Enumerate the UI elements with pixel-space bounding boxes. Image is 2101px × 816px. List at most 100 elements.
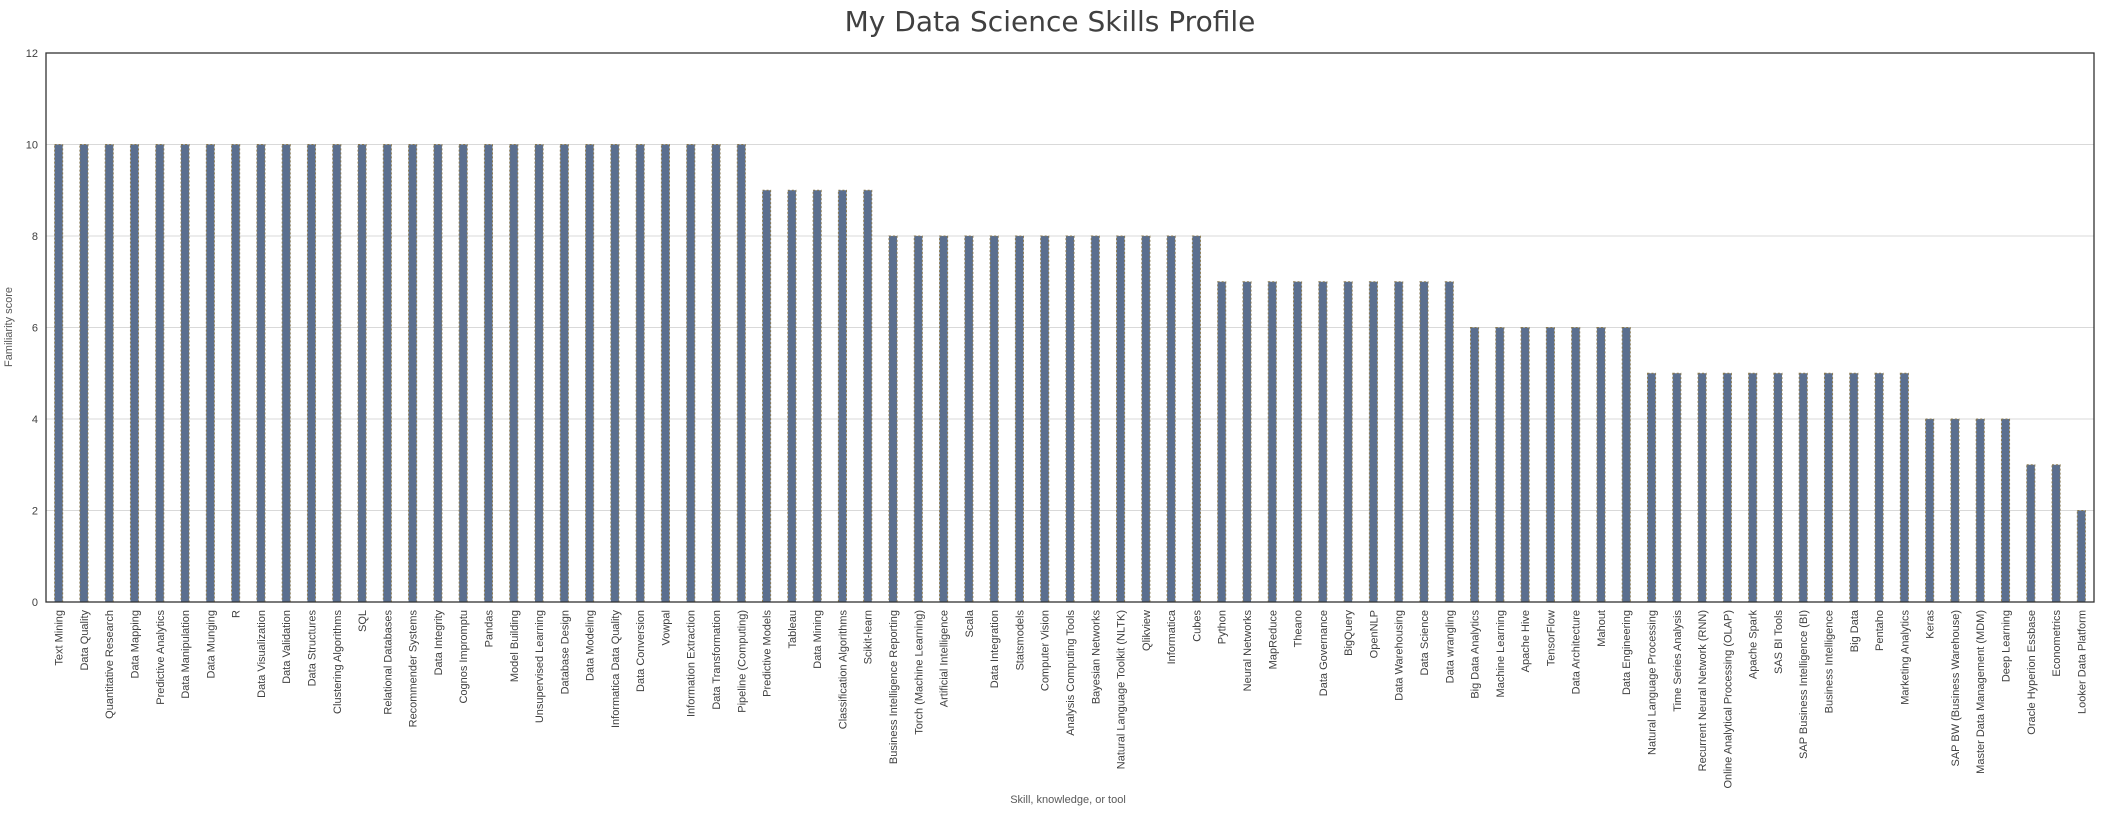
x-category-label: Analysis Computing Tools [1065,610,1077,736]
x-category-label: Data Munging [205,610,217,679]
x-category-label: Recommender Systems [408,610,420,728]
x-category-label: Data Integrity [433,610,445,676]
x-category-label: Data Manipulation [180,610,192,699]
bar [989,235,999,603]
x-category-label: OpenNLP [1368,610,1380,658]
bar [660,144,671,603]
bar [1596,327,1606,603]
x-category-label: Predictive Models [762,610,774,697]
x-axis-title: Skill, knowledge, or tool [1010,794,1126,806]
x-category-label: Scala [964,609,976,637]
x-category-label: BigQuery [1343,610,1355,656]
bar [762,189,772,603]
bar [1444,281,1454,603]
x-category-label: Tableau [787,610,799,649]
x-category-label: Vowpal [660,610,672,645]
bar [1014,235,1024,603]
bar [534,144,544,603]
x-category-label: Data Integration [989,610,1001,688]
x-axis-categories: Text Mining Data Quality Quantitative Rese… [54,609,2089,788]
x-category-label: Data wrangling [1444,610,1456,683]
bar [205,144,215,603]
x-category-label: Quantitative Research [104,610,116,719]
bar [433,144,443,603]
bar [711,144,721,603]
bar [635,144,645,603]
bar [964,235,974,603]
y-tick-label: 2 [32,506,38,518]
bar [1065,235,1075,603]
bar [1874,372,1884,603]
x-category-label: Natural Language Processing [1647,610,1659,755]
bar [2026,464,2036,603]
x-category-label: Big Data Analytics [1470,610,1482,699]
x-category-label: Cubes [1191,610,1203,642]
x-category-label: Time Series Analysis [1672,610,1684,712]
bar [1520,327,1530,603]
bar [458,144,468,603]
bar [1697,372,1707,603]
bar [1116,235,1126,603]
y-tick-label: 8 [32,231,38,243]
bar [610,144,620,603]
bar [408,144,418,603]
y-axis-ticks: 0 2 4 6 8 10 12 [26,48,38,609]
x-category-label: Unsupervised Learning [534,610,546,723]
bar [888,235,898,603]
x-category-label: Data Warehousing [1394,610,1406,701]
bar [357,144,367,603]
bar [231,144,241,603]
bar [382,144,392,603]
x-category-label: Cognos Impromptu [458,610,470,704]
x-category-label: Big Data [1849,609,1861,652]
x-category-label: Online Analytical Processing (OLAP) [1722,610,1734,789]
bar [180,144,190,603]
bar [585,144,595,603]
x-category-label: Econometrics [2051,610,2063,677]
x-category-label: Data Visualization [256,610,268,698]
x-category-label: Looker Data Platform [2076,610,2088,714]
x-category-label: SAP BW (Business Warehouse) [1950,610,1962,767]
x-category-label: Informatica [1166,609,1178,664]
x-category-label: Mahout [1596,610,1608,647]
x-category-label: Business Intelligence [1824,610,1836,713]
x-category-label: Data Structures [306,610,318,687]
x-category-label: Scikit-learn [863,610,875,664]
bar [1469,327,1480,603]
x-category-label: Data Engineering [1621,610,1633,695]
bar [1419,281,1429,603]
x-category-label: Data Architecture [1571,610,1583,694]
x-category-label: TensorFlow [1545,610,1557,666]
bar [1141,235,1151,603]
bar [1368,281,1378,603]
x-category-label: Marketing Analytics [1899,610,1911,705]
bar [306,144,317,603]
bar [686,144,696,603]
bar [1672,372,1682,603]
bar [1394,281,1404,603]
x-category-label: Data Mining [812,610,824,669]
bar [2076,510,2086,603]
bar [787,189,797,603]
x-category-label: Oracle Hyperion Essbase [2026,610,2038,735]
bar [863,189,873,603]
bar [913,235,923,603]
x-category-label: Natural Language Toolkit (NLTK) [1116,610,1128,769]
x-category-label: Apache Spark [1748,610,1760,680]
x-category-label: Data Quality [79,610,91,671]
bar [939,235,949,603]
bar [1090,235,1100,603]
bar [509,144,519,603]
x-category-label: Informatica Data Quality [610,610,622,728]
bar [256,144,266,603]
x-category-label: Qlikview [1141,610,1153,651]
bar [2000,418,2011,603]
x-category-label: Model Building [509,610,521,682]
bar [1267,281,1277,603]
y-tick-label: 10 [26,140,38,152]
y-tick-label: 4 [32,414,38,426]
x-category-label: SAS BI Tools [1773,610,1785,674]
y-tick-label: 12 [26,48,38,60]
bar [1166,235,1176,603]
